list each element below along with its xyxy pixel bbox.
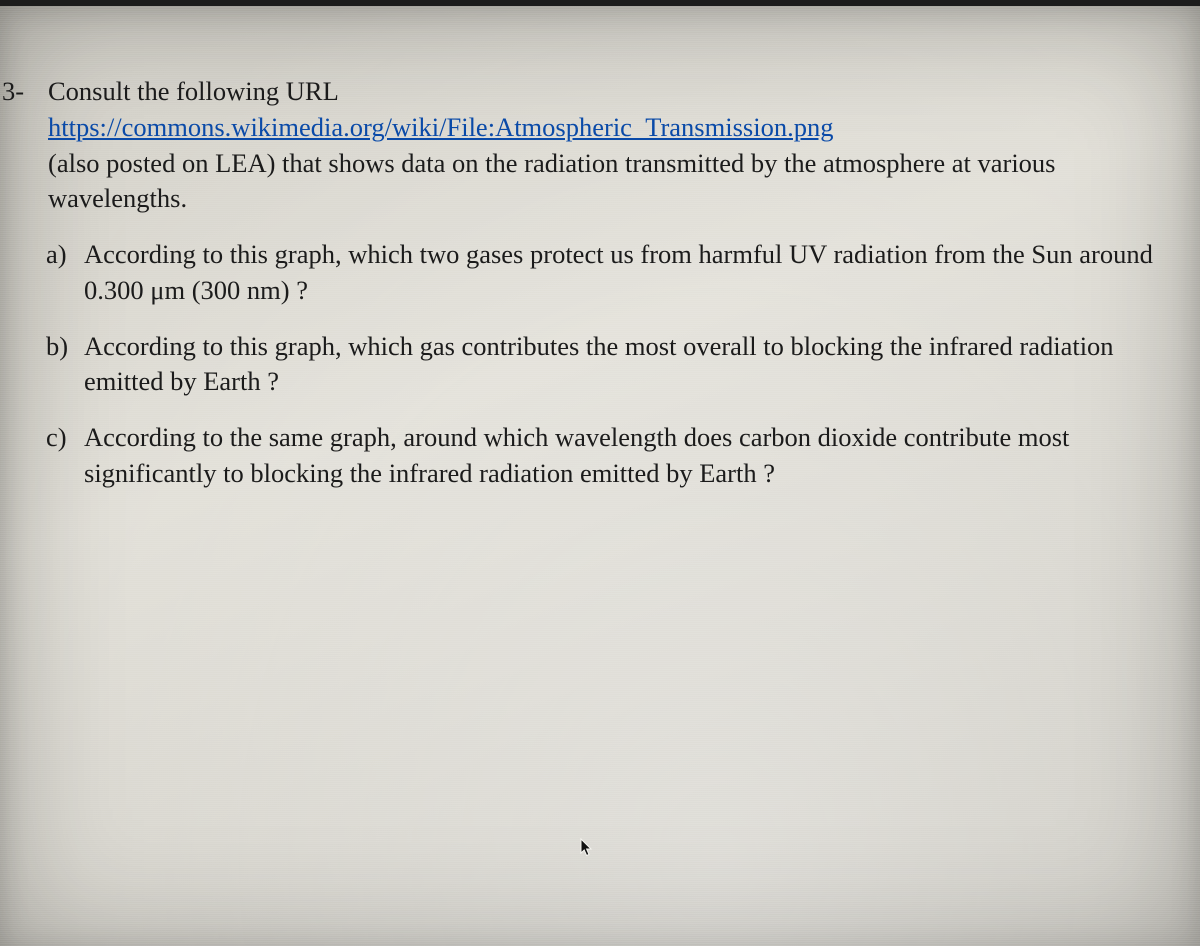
sub-question-a: a) According to this graph, which two ga… (46, 237, 1182, 309)
question-header: 3- Consult the following URL https://com… (0, 74, 1182, 217)
sub-question-b: b) According to this graph, which gas co… (46, 329, 1182, 401)
sub-question-text: According to this graph, which two gases… (84, 237, 1182, 309)
sub-question-letter: a) (46, 237, 84, 273)
sub-question-letter: b) (46, 329, 84, 365)
question-number: 3- (0, 74, 48, 110)
document-page: 3- Consult the following URL https://com… (0, 6, 1200, 492)
sub-question-text: According to the same graph, around whic… (84, 420, 1182, 492)
sub-question-letter: c) (46, 420, 84, 456)
sub-questions-list: a) According to this graph, which two ga… (0, 237, 1182, 492)
sub-question-c: c) According to the same graph, around w… (46, 420, 1182, 492)
question-intro-rest: (also posted on LEA) that shows data on … (48, 148, 1056, 214)
question-intro-line1: Consult the following URL (48, 76, 339, 106)
sub-question-text: According to this graph, which gas contr… (84, 329, 1182, 401)
cursor-icon (580, 838, 598, 864)
screenshot-frame: 3- Consult the following URL https://com… (0, 0, 1200, 946)
reference-url-link[interactable]: https://commons.wikimedia.org/wiki/File:… (48, 112, 833, 142)
question-body: Consult the following URL https://common… (48, 74, 1182, 217)
